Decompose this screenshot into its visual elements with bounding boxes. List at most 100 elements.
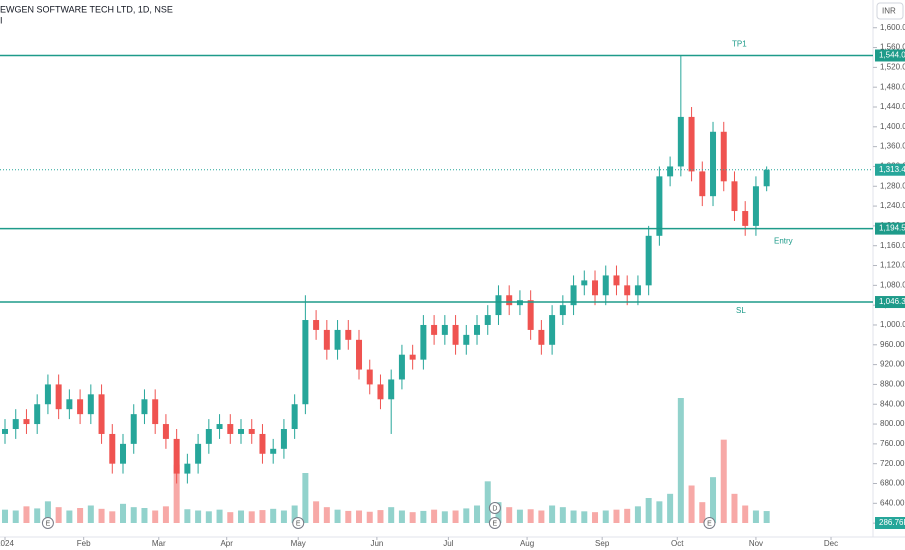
y-tick-label: 1,280.00 [880,181,905,190]
last-price-label: 1,313.4 [879,165,905,174]
candle-body [409,354,416,360]
x-tick-label: Oct [671,539,684,548]
chart-title: EWGEN SOFTWARE TECH LTD, 1D, NSE [0,4,173,14]
candle-body [624,285,631,296]
currency-box[interactable] [876,2,904,20]
volume-bar [549,505,556,523]
volume-label-box [875,517,905,529]
volume-bar [484,481,491,523]
volume-bar [280,510,287,523]
candle-body [559,305,566,316]
candle-body [452,324,459,345]
event-marker[interactable] [488,502,501,514]
candle-body [538,329,545,345]
level-annotation: TP1 [732,40,747,49]
candle-body [120,443,127,464]
volume-bar [238,510,245,523]
volume-bar [506,507,513,523]
event-label: E [296,520,301,527]
volume-bar [98,508,105,523]
volume-bar [291,505,298,523]
candle-body [55,384,62,410]
volume-bar [23,506,30,523]
event-label: E [493,520,498,527]
candle-body [345,329,352,340]
event-label: D [492,505,497,512]
last-price-box [875,163,905,176]
y-tick-label: 880.00 [880,380,905,389]
level-price-box [875,49,905,62]
volume-bar [216,509,223,523]
volume-bar [87,505,94,523]
level-annotation: SL [736,306,746,315]
volume-bar [463,508,470,523]
volume-bar [173,464,180,523]
candle-body [44,384,51,405]
candle-body [506,295,513,306]
volume-bar [634,506,641,523]
indicator-tag: I [0,15,3,25]
y-tick-label: 1,120.00 [880,261,905,270]
candle-body [356,339,363,370]
y-tick-label: 1,440.00 [880,102,905,111]
volume-bar [581,511,588,523]
level-price: 1,194.5 [879,224,905,233]
event-marker[interactable] [41,517,54,529]
volume-bar [592,512,599,523]
event-marker[interactable] [703,517,716,529]
x-tick-label: Apr [220,539,233,548]
volume-bar [259,510,266,523]
volume-bar [624,508,631,523]
candle-body [2,429,9,434]
candle-body [377,384,384,400]
candle-body [602,275,609,296]
candle-body [581,280,588,286]
volume-bar [516,509,523,523]
x-tick-label: Jul [443,539,453,548]
currency: INR [882,7,896,16]
y-tick-label: 1,160.00 [880,241,905,250]
volume-bar [44,501,51,523]
volume-bar [227,512,234,523]
candle-body [420,324,427,360]
candle-body [12,419,19,430]
candle-body [302,320,309,405]
level-price: 1,544.0 [879,51,905,60]
candle-body [613,275,620,286]
candle-body [280,429,287,449]
y-tick-label: 1,600.00 [880,23,905,32]
candle-body [763,169,770,187]
x-tick-label: 2024 [0,539,14,548]
volume-bar [66,510,73,523]
volume-bar [270,508,277,523]
candle-body [484,315,491,325]
volume-bar [109,511,116,523]
volume-bar [409,512,416,523]
candle-body [66,399,73,410]
y-tick-label: 800.00 [880,419,905,428]
candle-body [34,404,41,425]
volume-bar [184,509,191,523]
volume-bar [420,510,427,523]
candle-body [87,394,94,415]
volume-bar [345,510,352,523]
y-tick-label: 1,480.00 [880,82,905,91]
volume-bar [152,510,159,523]
volume-bar [377,510,384,523]
y-tick-label: 1,520.00 [880,62,905,71]
candle-body [634,285,641,296]
volume-label: 286.76K [879,518,905,527]
level-price: 1,046.3 [879,297,905,306]
candle-body [592,280,599,296]
candle-body [441,324,448,335]
event-marker[interactable] [292,517,305,529]
volume-bar [356,510,363,523]
volume-bar [313,501,320,523]
candle-body [184,463,191,474]
event-marker[interactable] [488,517,501,529]
candle-body [259,433,266,454]
volume-bar [677,398,684,523]
volume-bar [431,509,438,523]
